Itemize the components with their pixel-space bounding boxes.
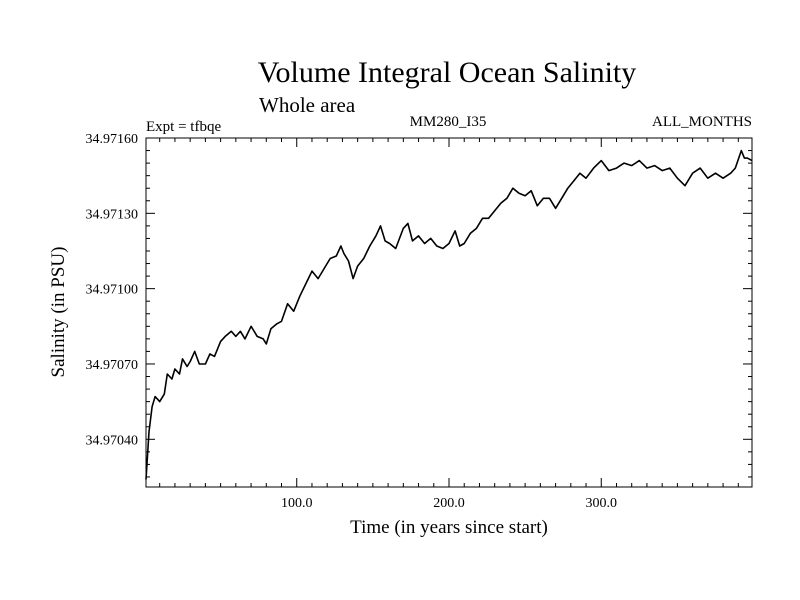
- series-line: [145, 149, 753, 480]
- y-tick-label: 34.97160: [86, 132, 139, 147]
- chart-subtitle: Whole area: [259, 93, 356, 117]
- y-minor-ticks: [146, 150, 752, 478]
- x-tick-label: 300.0: [586, 496, 618, 511]
- x-tick-label: 100.0: [281, 496, 313, 511]
- plot-frame: [145, 137, 753, 488]
- right-label: ALL_MONTHS: [652, 114, 752, 130]
- y-tick-label: 34.97040: [86, 433, 139, 448]
- x-tick-label: 200.0: [433, 496, 465, 511]
- y-tick-label: 34.97130: [86, 207, 139, 222]
- y-axis-label: Salinity (in PSU): [48, 247, 69, 378]
- expt-label: Expt = tfbqe: [146, 119, 221, 135]
- y-tick-label: 34.97070: [86, 358, 139, 373]
- x-minor-ticks: [159, 138, 739, 487]
- center-label: MM280_I35: [410, 114, 487, 130]
- y-ticks: 34.97040 34.97070 34.97100 34.97130 34.97160: [86, 132, 752, 448]
- x-ticks: 100.0 200.0 300.0: [281, 138, 617, 511]
- x-axis-label: Time (in years since start): [350, 517, 548, 538]
- y-tick-label: 34.97100: [86, 283, 139, 298]
- chart-title: Volume Integral Ocean Salinity: [258, 56, 637, 89]
